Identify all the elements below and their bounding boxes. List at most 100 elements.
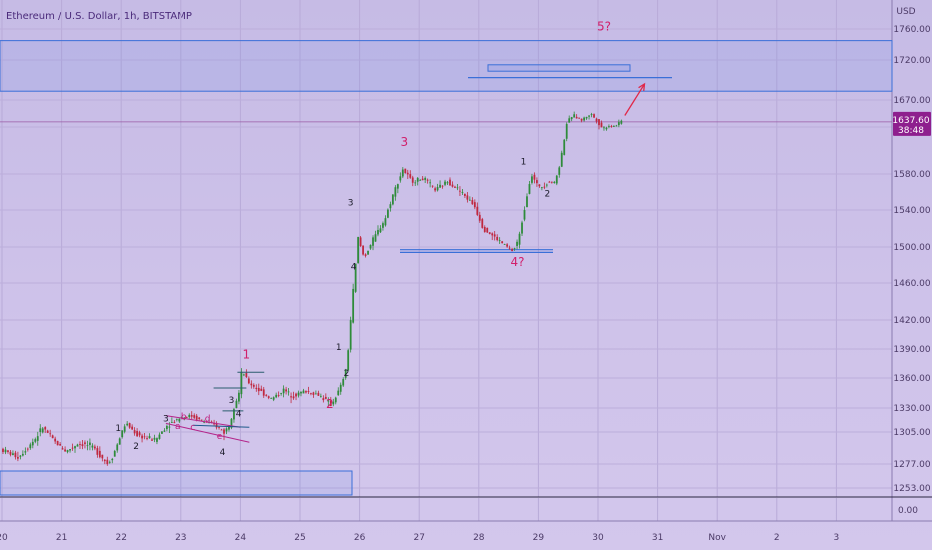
candle-body (193, 415, 196, 418)
candle-body (588, 115, 590, 117)
candle-body (617, 122, 620, 126)
candle-body (59, 444, 62, 446)
candle-body (585, 116, 588, 119)
candle-body (91, 445, 94, 448)
candle-body (419, 180, 422, 181)
candle-body (123, 426, 126, 432)
candle-body (332, 401, 335, 405)
candle-body (203, 421, 206, 423)
candle-body (49, 433, 52, 435)
candle-body (307, 391, 310, 392)
wave-label: d (205, 414, 211, 424)
y-tick-label: 1580.00 (893, 170, 930, 180)
candle-body (305, 391, 307, 393)
candle-body (543, 186, 546, 188)
candle-body (610, 125, 613, 127)
candle-body (372, 237, 374, 246)
candle-body (136, 430, 138, 437)
wave-label: 3 (229, 396, 235, 406)
candle-body (426, 179, 429, 181)
candle-body (310, 393, 312, 395)
y-unit-label: USD (896, 7, 915, 17)
candle-body (282, 388, 285, 394)
candle-body (421, 178, 424, 181)
candle-body (444, 181, 446, 185)
candle-body (560, 152, 563, 167)
candle-body (573, 114, 576, 118)
candle-body (86, 445, 89, 447)
candle-body (531, 176, 533, 183)
candle-body (521, 222, 523, 234)
candle-body (195, 415, 198, 420)
candle-body (580, 118, 583, 121)
candle-body (118, 438, 121, 445)
candle-body (424, 177, 427, 180)
wave-label: 3 (400, 135, 408, 149)
candle-body (96, 448, 99, 455)
y-tick-label: 1460.00 (893, 279, 930, 289)
candle-body (441, 185, 444, 187)
candle-body (461, 192, 464, 193)
y-tick-label: 1277.00 (893, 460, 930, 470)
x-tick-label: 25 (294, 533, 305, 543)
candle-body (565, 124, 568, 139)
candle-body (613, 125, 615, 127)
candle-body (344, 369, 347, 378)
candle-body (106, 459, 109, 465)
candle-body (163, 430, 166, 432)
wave-label: c (190, 423, 195, 433)
candle-body (7, 450, 9, 452)
candle-body (496, 236, 499, 241)
candle-body (297, 392, 300, 396)
candle-body (166, 425, 168, 430)
candle-body (225, 428, 228, 432)
candle-body (312, 392, 315, 395)
candle-body (401, 169, 404, 177)
candle-body (148, 436, 151, 439)
candle-body (44, 427, 47, 430)
wave-label: 2 (344, 369, 350, 379)
candle-body (46, 430, 49, 433)
candle-body (555, 175, 558, 184)
candle-body (272, 397, 275, 400)
x-tick-label: 31 (652, 533, 663, 543)
wave-label: b (181, 413, 187, 423)
candle-body (128, 423, 131, 428)
x-tick-label: 27 (413, 533, 424, 543)
y-tick-label: 1500.00 (893, 243, 930, 253)
candle-body (141, 435, 143, 439)
candle-body (486, 227, 489, 233)
candle-body (394, 187, 397, 197)
candle-body (133, 430, 136, 434)
last-price-tag (893, 111, 931, 136)
candle-body (200, 419, 203, 421)
candle-body (342, 379, 345, 386)
candle-body (260, 388, 263, 391)
candle-body (228, 426, 230, 430)
candle-body (545, 184, 548, 186)
candle-body (473, 202, 476, 208)
candle-body (550, 181, 553, 183)
candle-body (411, 177, 414, 183)
y-tick-label: 1670.00 (893, 96, 930, 106)
candle-body (71, 447, 74, 449)
candle-body (595, 118, 598, 122)
candle-body (250, 383, 253, 386)
x-tick-label: 29 (533, 533, 545, 543)
candle-body (126, 423, 129, 426)
candle-body (478, 214, 481, 221)
candle-body (41, 428, 44, 433)
candle-body (233, 409, 235, 420)
candle-body (476, 206, 479, 215)
candle-body (242, 374, 245, 376)
candle-body (188, 414, 191, 418)
wave-label: 2 (544, 190, 550, 200)
candle-body (210, 421, 213, 423)
candle-body (466, 195, 469, 200)
channel-line (192, 424, 250, 428)
wave-label: 4 (236, 410, 242, 420)
candle-body (327, 400, 330, 402)
wedge-line (165, 415, 241, 428)
